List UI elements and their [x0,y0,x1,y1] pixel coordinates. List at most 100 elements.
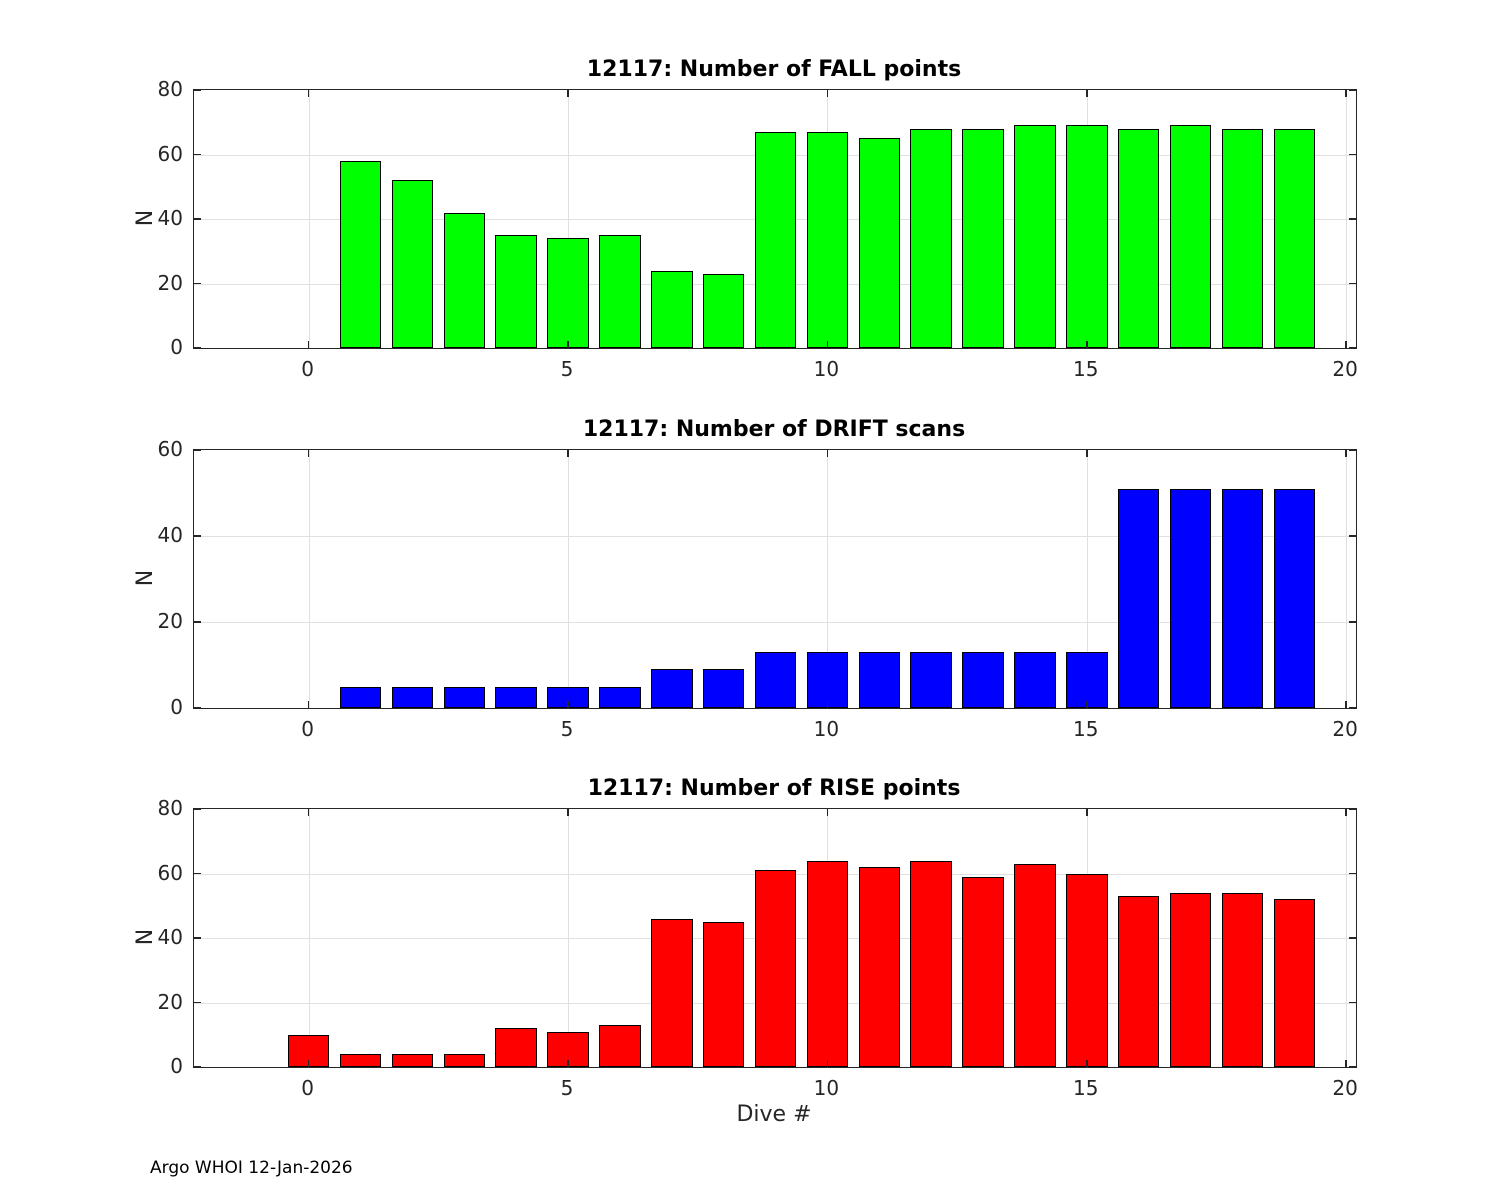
top-tick-mark [826,809,829,816]
bar-dive-10 [806,131,849,348]
right-tick-mark [1349,535,1356,537]
left-tick-mark [194,153,201,156]
bar-dive-12 [910,128,952,348]
top-tick-mark [1345,809,1347,816]
top-tick-mark [1086,450,1088,457]
bar-dive-19 [1273,488,1316,708]
bottom-tick-mark [1345,341,1347,348]
left-tick-mark [194,218,201,220]
left-tick-mark [194,872,201,875]
bar-dive-4 [495,1028,537,1067]
bar-dive-7 [651,270,693,348]
bar-dive-14 [1014,863,1056,1067]
bar-dive-3 [443,686,486,708]
right-tick-mark [1349,808,1356,810]
left-tick-mark [194,449,201,451]
bar-dive-3 [443,1054,486,1067]
chart-title: 12117: Number of DRIFT scans [582,417,966,442]
left-tick-mark [194,282,201,285]
v-gridline [568,809,570,1067]
bar-dive-9 [754,652,797,708]
bar-dive-11 [858,867,901,1067]
top-tick-mark [307,450,310,457]
x-tick-label: 10 [813,357,840,381]
x-tick-label: 20 [1332,1076,1358,1100]
bar-dive-15 [1066,873,1108,1067]
y-tick-label: 20 [157,609,183,633]
right-tick-mark [1349,872,1356,875]
left-tick-mark [194,1001,201,1004]
bottom-tick-mark [826,701,829,708]
y-tick-label: 0 [170,335,183,359]
bar-dive-16 [1117,488,1160,708]
bar-dive-17 [1169,892,1212,1067]
top-tick-mark [1086,809,1088,816]
v-gridline [568,90,570,348]
v-gridline [308,90,310,348]
left-tick-mark [194,808,201,810]
left-tick-mark [194,535,201,537]
footer-text: Argo WHOI 12-Jan-2026 [150,1158,353,1178]
bar-dive-15 [1066,125,1108,348]
h-gridline [194,536,1356,537]
bar-dive-11 [858,652,901,708]
right-tick-mark [1349,89,1356,91]
bar-dive-7 [651,918,693,1067]
bar-dive-2 [391,180,434,348]
right-tick-mark [1349,937,1356,939]
y-tick-label: 20 [157,270,183,295]
bar-dive-8 [702,273,745,348]
bottom-tick-mark [1086,701,1088,708]
y-tick-label: 60 [157,437,183,461]
x-tick-label: 0 [301,357,314,381]
chart-title: 12117: Number of RISE points [587,776,961,801]
y-tick-label: 60 [157,141,183,166]
bottom-tick-mark [307,701,310,708]
top-tick-mark [1345,90,1347,97]
bar-dive-18 [1221,488,1264,708]
bar-dive-10 [806,652,849,708]
right-tick-mark [1349,621,1356,623]
bar-dive-1 [339,686,382,708]
right-tick-mark [1349,449,1356,451]
v-gridline [827,450,829,708]
bar-dive-14 [1014,652,1056,708]
y-axis-label: N [133,569,158,587]
x-tick-label: 5 [560,357,574,381]
bottom-tick-mark [567,341,569,348]
bar-dive-8 [702,921,745,1067]
bar-dive-7 [651,669,693,708]
bottom-tick-mark [826,341,829,348]
bar-dive-6 [599,1025,641,1067]
bar-dive-13 [962,876,1004,1067]
bar-dive-2 [391,1054,434,1067]
bar-dive-6 [599,235,641,348]
chart-title: 12117: Number of FALL points [586,57,962,82]
bottom-tick-mark [826,1060,829,1067]
bar-dive-1 [339,1054,382,1067]
x-tick-label: 5 [560,717,574,741]
bottom-tick-mark [307,341,310,348]
bar-dive-9 [754,131,797,348]
top-tick-mark [307,90,310,97]
bar-dive-13 [962,128,1004,348]
bar-dive-16 [1117,896,1160,1067]
bottom-tick-mark [1086,341,1088,348]
bottom-tick-mark [567,1060,569,1067]
bar-dive-3 [443,212,486,348]
bar-dive-12 [910,860,952,1067]
plot-area [193,89,1357,349]
right-tick-mark [1349,707,1356,709]
top-tick-mark [567,809,569,816]
top-tick-mark [1086,90,1088,97]
bar-dive-13 [962,652,1004,708]
plot-area [193,808,1357,1068]
bar-dive-17 [1169,125,1212,348]
x-tick-label: 0 [301,1076,314,1100]
left-tick-mark [194,937,201,939]
left-tick-mark [194,347,201,349]
right-tick-mark [1349,153,1356,156]
y-tick-label: 40 [157,206,183,230]
right-tick-mark [1349,218,1356,220]
v-gridline [308,809,310,1067]
